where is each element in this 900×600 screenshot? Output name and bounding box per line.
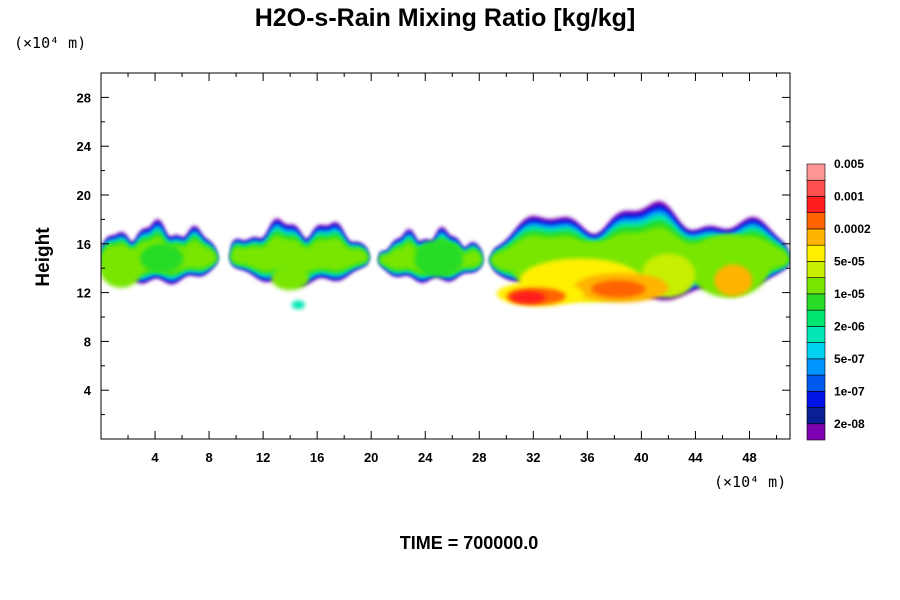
colorbar-label: 1e-05 (834, 287, 865, 301)
colorbar-label: 2e-08 (834, 417, 865, 431)
x-tick-label: 24 (418, 450, 433, 465)
colorbar-swatch (806, 342, 826, 360)
cloud-core (101, 248, 143, 288)
colorbar-label: 1e-07 (834, 384, 865, 398)
y-tick-label: 8 (84, 334, 91, 349)
cloud-core (271, 265, 310, 291)
colorbar-swatch (806, 309, 826, 327)
colorbar-label: 0.0002 (834, 222, 871, 236)
cloud-core (714, 264, 753, 297)
y-tick-label: 16 (77, 237, 91, 252)
colorbar-swatch (806, 277, 826, 295)
colorbar-swatch (806, 228, 826, 246)
colorbar-swatch (806, 261, 826, 278)
y-unit-label: (×10⁴ m) (14, 34, 86, 52)
x-tick-label: 28 (472, 450, 486, 465)
x-tick-label: 20 (364, 450, 378, 465)
x-tick-label: 36 (580, 450, 594, 465)
cloud-core (591, 280, 646, 298)
colorbar-swatch (806, 374, 826, 392)
y-tick-label: 4 (84, 383, 92, 398)
cloud-contour (230, 235, 369, 274)
colorbar-swatch (806, 407, 826, 425)
x-tick-label: 32 (526, 450, 540, 465)
x-tick-label: 44 (688, 450, 703, 465)
colorbar-swatch (806, 196, 826, 214)
colorbar-label: 5e-07 (834, 352, 865, 366)
plot-frame (100, 72, 791, 440)
x-tick-label: 40 (634, 450, 648, 465)
y-axis-label: Height (33, 227, 54, 287)
y-tick-label: 24 (77, 139, 92, 154)
colorbar-label: 0.005 (834, 157, 864, 171)
colorbar-swatch (806, 358, 826, 376)
x-tick-label: 12 (256, 450, 270, 465)
colorbar-label: 2e-06 (834, 319, 865, 333)
colorbar: 2e-08 1e-07 5e-07 2e-06 1e-05 5e-05 0.0002 0.00… (806, 157, 871, 441)
colorbar-swatch (806, 212, 826, 230)
colorbar-swatch (806, 179, 826, 197)
y-tick-label: 20 (77, 188, 91, 203)
x-unit-label: (×10⁴ m) (714, 473, 786, 491)
x-tick-label: 48 (742, 450, 756, 465)
cloud-core (140, 243, 184, 274)
x-tick-label: 16 (310, 450, 324, 465)
cloud-field (101, 201, 790, 310)
colorbar-label: 0.001 (834, 189, 864, 203)
y-tick-label: 28 (77, 90, 91, 105)
cloud-core (414, 240, 464, 277)
time-footer: TIME = 700000.0 (400, 533, 539, 553)
colorbar-label: 5e-05 (834, 254, 865, 268)
y-tick-label: 12 (77, 286, 91, 301)
chart-title: H2O-s-Rain Mixing Ratio [kg/kg] (255, 4, 636, 32)
cloud-core (291, 300, 305, 310)
x-tick-label: 8 (205, 450, 212, 465)
colorbar-swatch (806, 326, 826, 343)
colorbar-swatch (806, 423, 826, 441)
colorbar-swatch (806, 244, 826, 262)
colorbar-swatch (806, 163, 826, 181)
colorbar-swatch (806, 293, 826, 311)
cloud-core (510, 291, 546, 304)
colorbar-swatch (806, 390, 826, 408)
x-tick-label: 4 (151, 450, 159, 465)
